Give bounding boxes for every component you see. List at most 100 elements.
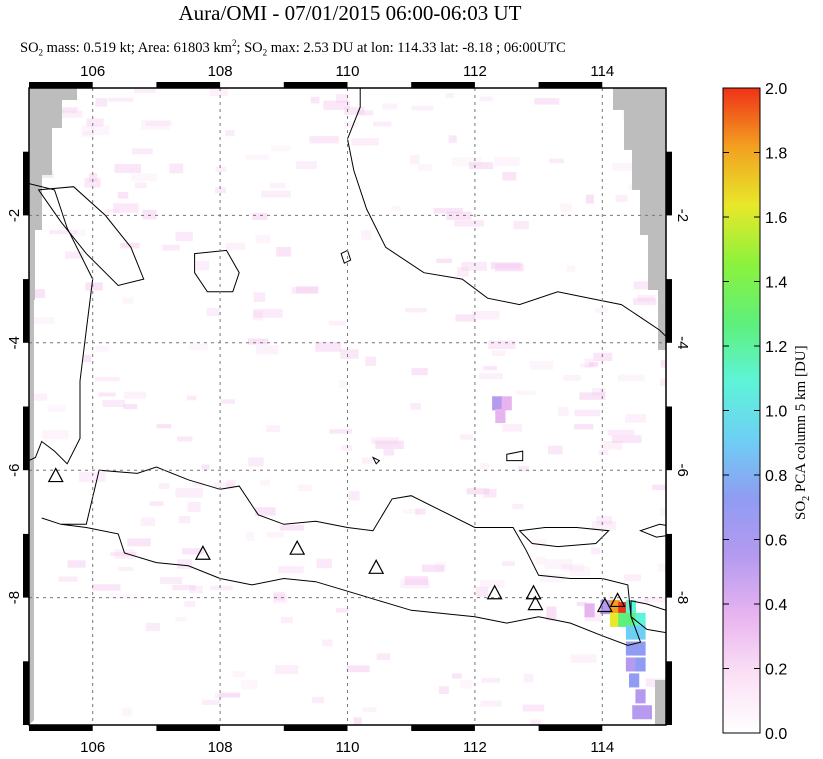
background-cell [95,98,108,107]
background-cell [560,203,573,213]
background-cell [502,423,523,432]
background-cell [483,489,497,498]
background-cell [134,182,147,189]
background-cell [131,173,158,182]
background-cell [181,548,204,555]
background-cell [92,584,121,591]
y-tick-label-right: -4 [674,336,691,349]
so2-cell [600,600,611,615]
background-cell [445,92,455,99]
colorbar-tick-label: 1.0 [765,404,787,421]
background-cell [42,430,69,440]
background-cell [466,488,490,495]
background-cell [266,425,280,433]
background-cell [585,194,595,204]
background-cell [252,212,268,220]
background-cell [188,344,208,351]
background-cell [184,600,196,608]
background-cell [247,338,269,345]
java-coast [41,466,642,646]
frame-bar-bottom [156,725,221,731]
background-cell [86,118,104,127]
background-cell [436,258,453,264]
background-cell [539,574,566,583]
frame-bar-bottom [538,725,603,731]
background-cell [213,482,234,490]
background-cell [271,145,291,152]
volcano-marker [486,584,503,600]
so2-cell [609,612,621,627]
x-tick-label-top: 114 [590,63,614,80]
background-cell [310,96,320,104]
background-cell [522,704,545,712]
so2-cell [635,641,646,656]
background-cell [133,88,156,94]
background-cell [348,490,360,501]
background-cell [245,531,255,541]
background-cell [633,297,657,306]
background-cell [296,286,319,294]
so2-cell [618,602,629,617]
background-cell [248,457,264,467]
background-cell [456,266,469,277]
background-cell [328,320,346,326]
background-cell [225,242,246,251]
so2-cell [584,603,595,618]
x-tick-label-bottom: 110 [336,739,360,756]
background-cell [658,563,666,572]
background-cell [584,358,594,368]
frame-bar-top [29,82,93,88]
background-cell [177,436,193,442]
so2-cell [625,612,637,627]
background-cell [215,693,240,698]
belitung-coast [194,249,240,293]
volcano-markers [47,467,626,613]
frame-bar-left [23,279,29,343]
background-cell [637,294,656,302]
so2-cell [635,657,646,672]
background-cell [623,574,641,582]
bali-coast [630,600,666,634]
frame-bar-bottom [29,725,93,731]
background-cell [158,483,170,489]
background-cell [594,307,609,313]
background-cell [580,363,597,368]
background-cell [254,507,276,516]
background-cell [404,576,429,586]
background-cell [455,314,475,322]
frame-bar-right [666,406,672,471]
background-cell [210,585,233,591]
background-cell [644,596,666,603]
background-cell [488,340,516,349]
y-tick-label-left: -6 [6,464,23,477]
background-cell [382,103,398,110]
background-cell [659,507,666,516]
background-cell [411,367,428,376]
background-cell [576,601,587,606]
background-cell [214,187,227,194]
background-cell [253,308,283,318]
background-cell [255,234,271,244]
background-cell [322,639,333,647]
background-cell [65,251,85,259]
background-cell [375,440,404,450]
background-cell [47,404,66,412]
background-cell [421,564,445,573]
frame-bar-bottom [411,725,475,731]
colorbar-tick-label: 0.8 [765,468,787,485]
so2-cell [609,600,621,615]
background-cell [149,501,164,506]
bawean-coast [506,450,524,462]
so2-cell [632,705,643,720]
background-cell [480,579,505,588]
background-cell [102,399,126,407]
background-cell [266,531,285,538]
background-cell [452,157,482,167]
background-cell [84,178,101,188]
background-cell [178,516,191,524]
background-cell [611,435,642,444]
background-cell [603,441,623,450]
background-cell [269,182,286,189]
background-cell [516,390,536,395]
background-cell [460,680,473,689]
